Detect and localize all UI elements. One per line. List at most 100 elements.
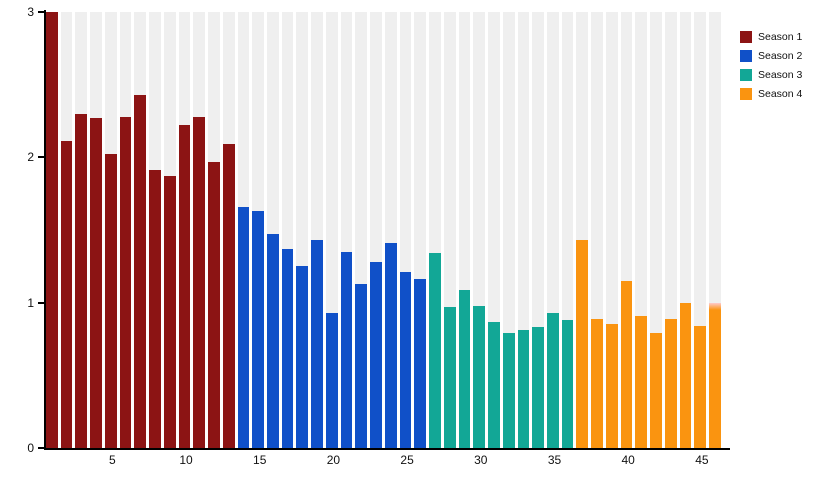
background-column <box>281 12 294 448</box>
legend-item: Season 4 <box>740 88 802 100</box>
background-column <box>443 12 456 448</box>
bar-slot <box>325 12 341 448</box>
bar-slot <box>90 12 105 448</box>
bar-season-4 <box>679 302 692 448</box>
bar-slot <box>414 12 429 448</box>
x-axis-line <box>44 448 730 450</box>
bar-slot <box>443 12 459 448</box>
background-column <box>605 12 618 448</box>
y-tick-mark <box>38 156 44 159</box>
bar-season-3 <box>488 321 500 448</box>
bar-season-1 <box>119 116 132 448</box>
background-column <box>355 12 368 448</box>
background-column <box>311 12 323 448</box>
bar-slot <box>399 12 415 448</box>
background-column <box>620 12 633 448</box>
bar-slot <box>340 12 356 448</box>
bar-slot <box>104 12 120 448</box>
background-column <box>635 12 648 448</box>
bar-slot <box>163 12 179 448</box>
bar-season-1 <box>208 161 220 448</box>
background-column <box>546 12 559 448</box>
x-tick-label: 40 <box>621 453 635 467</box>
y-tick-mark <box>38 301 44 304</box>
bar-slot <box>149 12 164 448</box>
bar-season-4 <box>709 302 721 448</box>
legend: Season 1 Season 2 Season 3 Season 4 <box>740 31 802 107</box>
background-column <box>340 12 353 448</box>
background-column <box>370 12 382 448</box>
y-tick-mark <box>38 11 44 13</box>
bar-season-3 <box>458 289 471 448</box>
bar-slot <box>650 12 665 448</box>
bar-season-1 <box>75 113 88 448</box>
bar-slot <box>429 12 444 448</box>
x-tick-label: 15 <box>253 453 267 467</box>
background-column <box>532 12 544 448</box>
bar-season-2 <box>355 283 368 448</box>
bar-slot <box>384 12 400 448</box>
bar-slot <box>458 12 474 448</box>
background-column <box>576 12 589 448</box>
bar-season-4 <box>650 333 662 448</box>
bar-season-2 <box>237 206 250 448</box>
background-column <box>399 12 412 448</box>
background-column <box>488 12 500 448</box>
y-tick-label: 3 <box>27 5 34 19</box>
bar-season-2 <box>325 312 338 448</box>
bar-season-2 <box>384 243 397 448</box>
bar-season-3 <box>502 333 515 448</box>
background-column <box>429 12 441 448</box>
bar-slot <box>193 12 208 448</box>
bar-season-3 <box>561 320 574 448</box>
background-column <box>664 12 677 448</box>
bar-season-1 <box>149 170 161 448</box>
bar-slot <box>252 12 267 448</box>
background-column <box>325 12 338 448</box>
bar-season-2 <box>311 240 323 448</box>
legend-swatch-season-1 <box>740 31 752 43</box>
y-tick-label: 0 <box>27 441 34 455</box>
bar-slot <box>473 12 488 448</box>
bar-slot <box>296 12 311 448</box>
bar-season-2 <box>414 279 427 448</box>
bar-season-2 <box>267 234 279 448</box>
bar-slot <box>267 12 282 448</box>
y-tick-mark <box>38 447 44 449</box>
bar-slot <box>664 12 680 448</box>
x-tick-label: 25 <box>400 453 414 467</box>
bar-slot <box>281 12 297 448</box>
bar-season-4 <box>591 318 603 448</box>
bar-season-1 <box>222 144 235 448</box>
y-tick-label: 1 <box>27 295 34 310</box>
bar-season-2 <box>281 248 294 448</box>
bar-season-3 <box>546 312 559 448</box>
legend-swatch-season-4 <box>740 88 752 100</box>
background-column <box>679 12 692 448</box>
background-column <box>458 12 471 448</box>
bar-slot <box>488 12 503 448</box>
bar-slot <box>635 12 650 448</box>
y-axis-line <box>44 10 46 450</box>
x-tick-label: 10 <box>179 453 193 467</box>
bar-slot <box>311 12 326 448</box>
bar-season-3 <box>443 307 456 448</box>
legend-item: Season 3 <box>740 69 802 81</box>
bar-slot <box>532 12 547 448</box>
bar-season-4 <box>620 280 633 448</box>
bar-slot <box>134 12 149 448</box>
bar-slot <box>46 12 61 448</box>
bar-slot <box>605 12 621 448</box>
legend-item: Season 2 <box>740 50 802 62</box>
x-tick-label: 5 <box>108 453 116 467</box>
bar-slot <box>75 12 90 448</box>
bar-season-4 <box>635 315 648 448</box>
background-column <box>694 12 707 448</box>
bar-season-1 <box>178 125 191 448</box>
bar-season-3 <box>473 305 486 448</box>
x-tick-label: 35 <box>547 453 562 467</box>
bar-slot <box>517 12 533 448</box>
background-column <box>267 12 279 448</box>
bar-season-1 <box>90 118 102 448</box>
bar-season-3 <box>532 327 544 448</box>
